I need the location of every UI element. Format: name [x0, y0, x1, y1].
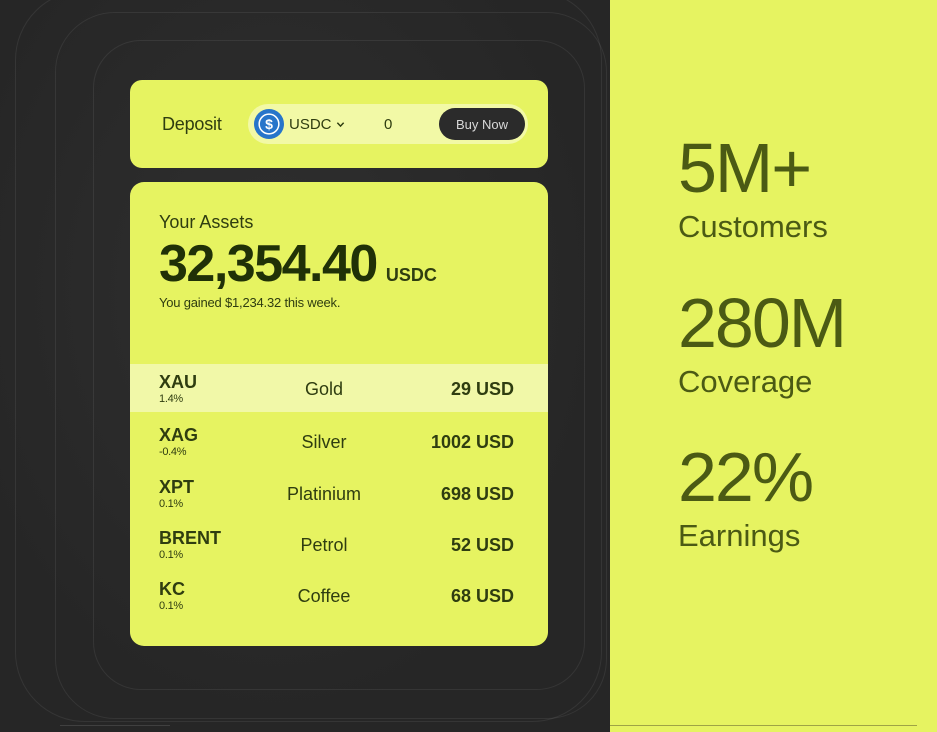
asset-symbol: BRENT — [159, 528, 221, 548]
assets-unit: USDC — [385, 265, 437, 285]
stat-label: Coverage — [678, 364, 813, 399]
decorative-ring — [93, 40, 585, 690]
stat-earnings: 22% Earnings — [678, 438, 814, 554]
stat-value: 5M+ — [678, 129, 812, 207]
asset-row[interactable]: BRENT 0.1% Petrol 52 USD — [130, 520, 548, 568]
asset-change: 0.1% — [159, 549, 183, 561]
assets-card: Your Assets 32,354.40 USDC You gained $1… — [130, 182, 548, 646]
asset-row[interactable]: XAU 1.4% Gold 29 USD — [130, 364, 548, 412]
stat-customers: 5M+ Customers — [678, 133, 828, 245]
asset-value: 68 USD — [450, 586, 514, 606]
asset-row[interactable]: XPT 0.1% Platinium 698 USD — [130, 469, 548, 517]
asset-symbol: KC — [159, 579, 185, 599]
asset-name: Platinium — [286, 484, 362, 504]
asset-name: Gold — [304, 379, 344, 399]
divider — [610, 725, 917, 726]
asset-name: Silver — [301, 432, 347, 452]
assets-total: 32,354.40 USDC — [159, 234, 437, 294]
decorative-line — [60, 725, 170, 726]
asset-change: 1.4% — [159, 393, 183, 405]
asset-symbol: XAU — [159, 372, 198, 392]
stat-value: 280M — [678, 284, 847, 362]
currency-select[interactable]: USDC — [289, 116, 345, 133]
svg-text:$: $ — [265, 116, 273, 132]
asset-value: 1002 USD — [430, 432, 514, 452]
amount-input[interactable] — [382, 115, 426, 134]
deposit-card: Deposit $ USDC Buy Now — [130, 80, 548, 168]
asset-row[interactable]: KC 0.1% Coffee 68 USD — [130, 571, 548, 619]
chevron-down-icon — [336, 122, 344, 128]
left-panel: Deposit $ USDC Buy Now Your Assets 32,35… — [0, 0, 610, 732]
deposit-label: Deposit — [162, 114, 222, 134]
stat-value: 22% — [678, 438, 814, 516]
asset-change: -0.4% — [159, 446, 187, 458]
deposit-input-group: $ USDC Buy Now — [248, 104, 528, 144]
decorative-ring — [15, 0, 602, 722]
stats-panel: 5M+ Customers 280M Coverage 22% Earnings — [610, 0, 937, 732]
asset-change: 0.1% — [159, 498, 183, 510]
decorative-ring — [55, 12, 607, 719]
asset-symbol: XAG — [159, 425, 199, 445]
asset-value: 698 USD — [440, 484, 514, 504]
buy-now-button[interactable]: Buy Now — [439, 108, 525, 140]
asset-name: Coffee — [297, 586, 351, 606]
usdc-icon: $ — [254, 109, 284, 139]
asset-row[interactable]: XAG -0.4% Silver 1002 USD — [130, 417, 548, 465]
assets-amount: 32,354.40 — [159, 235, 378, 293]
asset-symbol: XPT — [159, 477, 195, 497]
stat-label: Earnings — [678, 518, 801, 553]
assets-title: Your Assets — [159, 212, 254, 232]
weekly-gain-text: You gained $1,234.32 this week. — [159, 295, 341, 310]
currency-label: USDC — [289, 116, 332, 133]
asset-name: Petrol — [300, 535, 348, 555]
stat-coverage: 280M Coverage — [678, 284, 847, 400]
asset-change: 0.1% — [159, 600, 183, 612]
asset-value: 29 USD — [450, 379, 514, 399]
asset-value: 52 USD — [450, 535, 514, 555]
stat-label: Customers — [678, 209, 828, 244]
